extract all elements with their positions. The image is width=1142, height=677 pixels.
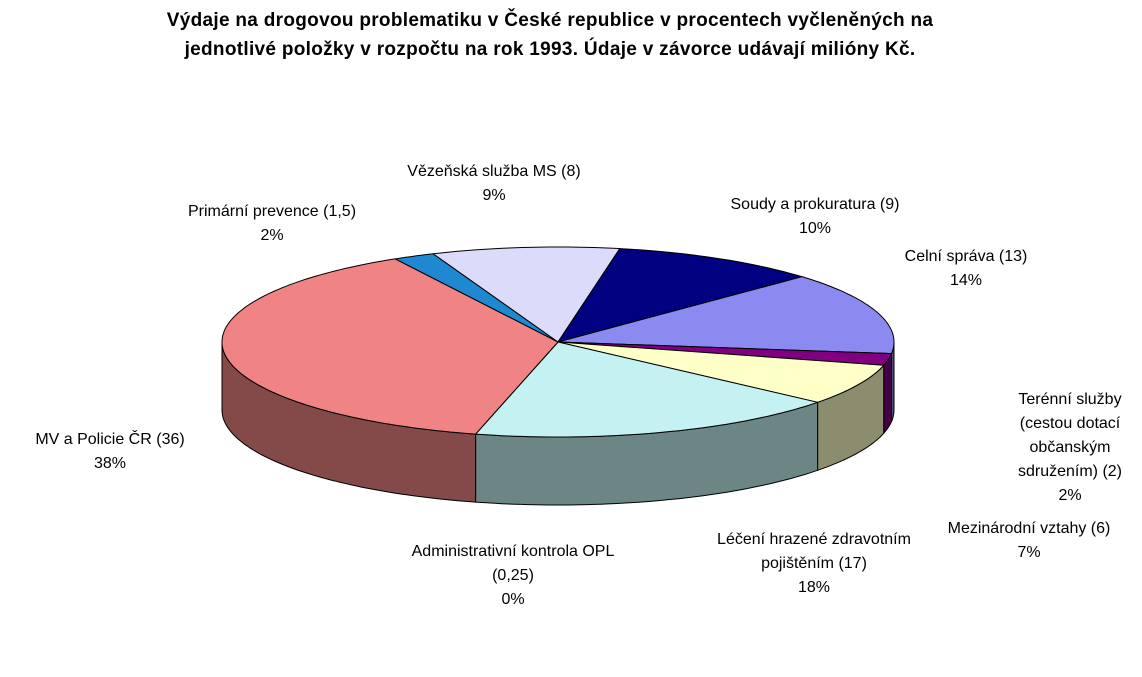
chart-title: Výdaje na drogovou problematiku v České … [160,6,940,64]
slice-label: Celní správa (13) [866,245,1066,269]
slice-label: Mezinárodní vztahy (6) [909,517,1142,541]
percent-label: 0% [398,588,628,612]
slice-label: Vězeňská služba MS (8) [389,160,599,184]
percent-label: 18% [714,576,914,600]
percent-label: 10% [685,217,945,241]
pie-side [884,354,892,434]
percent-label: 2% [142,224,402,248]
slice-label: Léčení hrazené zdravotním pojištěním (17… [714,528,914,576]
slice-label: Primární prevence (1,5) [142,200,402,224]
slice-label: MV a Policie ČR (36) [0,428,220,452]
slice-label: Administrativní kontrola OPL (0,25) [398,540,628,588]
percent-label: 14% [866,269,1066,293]
percent-label: 2% [995,484,1142,508]
percent-label: 7% [909,541,1142,565]
percent-label: 38% [0,452,220,476]
slice-label: Soudy a prokuratura (9) [685,193,945,217]
slice-label: Terénní služby (cestou dotací občanským … [995,388,1142,484]
percent-label: 9% [389,184,599,208]
chart: Výdaje na drogovou problematiku v České … [0,0,1142,677]
